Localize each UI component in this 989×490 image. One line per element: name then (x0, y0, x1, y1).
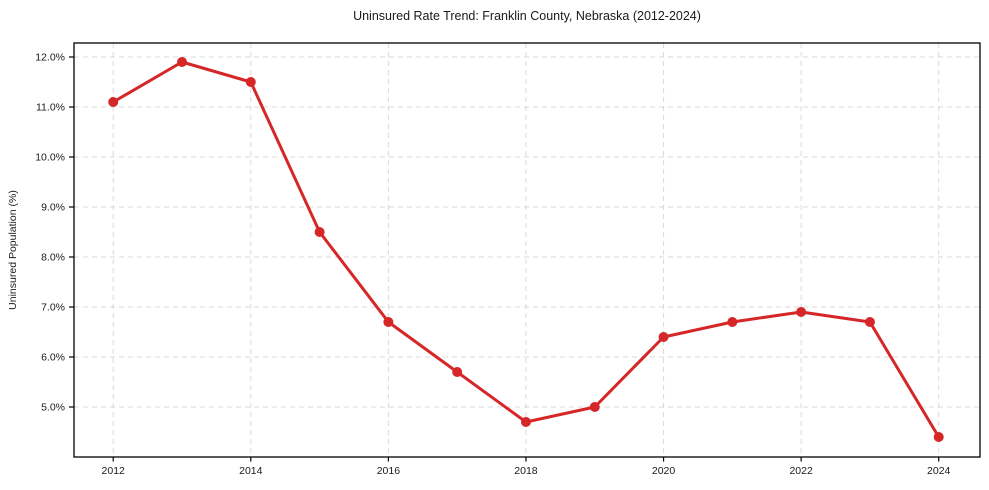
y-tick-label: 5.0% (41, 402, 65, 414)
y-tick-label: 6.0% (41, 352, 65, 364)
data-point (245, 77, 256, 87)
data-point (796, 307, 807, 317)
data-point (658, 332, 669, 342)
data-point (727, 317, 738, 327)
data-point (589, 402, 600, 412)
y-tick-label: 10.0% (35, 152, 65, 164)
x-tick-label: 2018 (514, 465, 538, 477)
y-tick-label: 7.0% (41, 302, 65, 314)
y-tick-label: 11.0% (36, 102, 65, 114)
data-point (933, 432, 944, 442)
x-tick-label: 2012 (102, 465, 126, 477)
y-tick-label: 12.0% (35, 52, 65, 64)
y-tick-label: 8.0% (41, 252, 65, 264)
plot-border (73, 42, 981, 458)
x-tick-label: 2014 (239, 465, 263, 477)
x-tick-label: 2020 (652, 465, 676, 477)
y-axis-label: Uninsured Population (%) (7, 190, 19, 310)
data-point (177, 57, 188, 67)
y-tick-label: 9.0% (41, 202, 65, 214)
x-tick-label: 2024 (927, 465, 951, 477)
data-point (864, 317, 875, 327)
data-point (452, 367, 463, 377)
data-point (520, 417, 531, 427)
x-tick-label: 2022 (789, 465, 813, 477)
x-tick-label: 2016 (377, 465, 401, 477)
data-point (314, 227, 325, 237)
chart-title: Uninsured Rate Trend: Franklin County, N… (353, 9, 701, 23)
data-point (383, 317, 394, 327)
data-point (108, 97, 119, 107)
